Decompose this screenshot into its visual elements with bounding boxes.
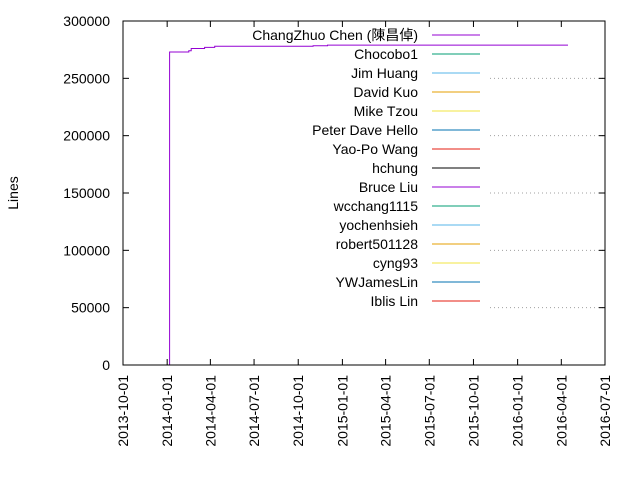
x-tick-label: 2015-07-01 xyxy=(421,375,437,447)
legend-label: Mike Tzou xyxy=(354,103,418,119)
y-tick-label: 300000 xyxy=(63,13,110,29)
y-tick-label: 50000 xyxy=(71,300,110,316)
x-tick-label: 2014-07-01 xyxy=(246,375,262,447)
y-axis-title: Lines xyxy=(5,176,21,209)
x-tick-label: 2014-01-01 xyxy=(159,375,175,447)
y-tick-label: 100000 xyxy=(63,242,110,258)
x-tick-label: 2016-04-01 xyxy=(553,375,569,447)
legend-label: hchung xyxy=(372,160,418,176)
legend-label: Chocobo1 xyxy=(354,46,418,62)
x-tick-label: 2016-01-01 xyxy=(510,375,526,447)
legend-label: Iblis Lin xyxy=(371,293,418,309)
y-tick-label: 150000 xyxy=(63,185,110,201)
legend-label: Jim Huang xyxy=(351,65,418,81)
legend-label: ChangZhuo Chen (陳昌倬) xyxy=(252,27,418,43)
legend-label: robert501128 xyxy=(336,236,418,252)
legend-label: Bruce Liu xyxy=(359,179,418,195)
x-tick-label: 2015-10-01 xyxy=(465,375,481,447)
y-tick-label: 250000 xyxy=(63,70,110,86)
x-tick-label: 2014-10-01 xyxy=(290,375,306,447)
x-tick-label: 2013-10-01 xyxy=(115,375,131,447)
x-tick-label: 2015-04-01 xyxy=(378,375,394,447)
legend-label: wcchang1115 xyxy=(333,198,419,214)
axes: 0 50000 100000 150000 200000 250000 300000 2013… xyxy=(63,13,613,447)
x-tick-label: 2015-01-01 xyxy=(334,375,350,447)
legend-label: YWJamesLin xyxy=(336,274,418,290)
x-tick-label: 2014-04-01 xyxy=(202,375,218,447)
legend: ChangZhuo Chen (陳昌倬) Chocobo1 Jim Huang Dav… xyxy=(252,27,480,309)
legend-label: David Kuo xyxy=(353,84,418,100)
legend-label: cyng93 xyxy=(373,255,418,271)
series-line-0 xyxy=(123,44,568,366)
legend-label: yochenhsieh xyxy=(339,217,418,233)
x-tick-label: 2016-07-01 xyxy=(597,375,613,447)
legend-label: Peter Dave Hello xyxy=(312,122,418,138)
y-tick-label: 0 xyxy=(102,357,110,373)
y-tick-label: 200000 xyxy=(63,128,110,144)
legend-label: Yao-Po Wang xyxy=(332,141,418,157)
grid xyxy=(490,77,605,309)
